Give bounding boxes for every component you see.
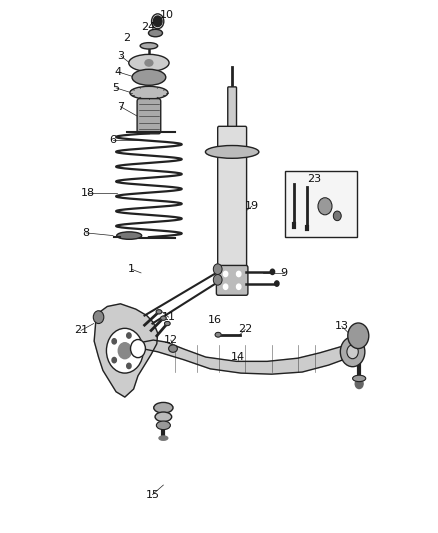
- Bar: [285, 171, 357, 237]
- Text: 15: 15: [145, 490, 159, 499]
- Text: 9: 9: [280, 269, 287, 278]
- Ellipse shape: [159, 436, 168, 440]
- Ellipse shape: [165, 321, 170, 325]
- Ellipse shape: [155, 413, 171, 421]
- Circle shape: [107, 329, 142, 372]
- Text: 11: 11: [162, 312, 176, 322]
- Text: 23: 23: [307, 174, 321, 183]
- Text: 6: 6: [110, 135, 117, 144]
- Ellipse shape: [157, 422, 170, 429]
- FancyBboxPatch shape: [218, 126, 247, 273]
- Circle shape: [94, 312, 103, 322]
- Ellipse shape: [353, 376, 365, 381]
- Ellipse shape: [156, 310, 162, 313]
- Text: 12: 12: [164, 335, 178, 345]
- Ellipse shape: [132, 70, 166, 85]
- Text: 10: 10: [159, 10, 173, 20]
- FancyBboxPatch shape: [228, 87, 237, 134]
- Ellipse shape: [169, 345, 177, 352]
- Ellipse shape: [145, 60, 153, 66]
- FancyBboxPatch shape: [216, 265, 248, 295]
- Circle shape: [127, 333, 131, 338]
- Circle shape: [347, 345, 358, 358]
- Circle shape: [355, 379, 363, 389]
- Text: 18: 18: [81, 188, 95, 198]
- Text: 22: 22: [238, 325, 252, 334]
- Circle shape: [237, 284, 241, 289]
- Text: 14: 14: [231, 352, 245, 362]
- Circle shape: [334, 212, 341, 220]
- Circle shape: [319, 199, 331, 214]
- Circle shape: [349, 324, 368, 348]
- Ellipse shape: [129, 55, 169, 71]
- Ellipse shape: [131, 87, 168, 99]
- Text: 24: 24: [141, 22, 155, 31]
- Ellipse shape: [161, 316, 166, 320]
- Circle shape: [214, 264, 222, 274]
- Circle shape: [237, 271, 241, 277]
- Text: 8: 8: [83, 228, 90, 238]
- Text: 13: 13: [335, 321, 349, 331]
- FancyBboxPatch shape: [137, 99, 161, 134]
- Ellipse shape: [117, 232, 141, 239]
- Text: 2: 2: [124, 34, 131, 43]
- Text: 3: 3: [117, 51, 124, 61]
- Text: 17: 17: [339, 353, 353, 363]
- Ellipse shape: [154, 403, 173, 413]
- Circle shape: [127, 364, 131, 369]
- Text: 16: 16: [208, 315, 222, 325]
- Text: 7: 7: [117, 102, 124, 111]
- Circle shape: [118, 343, 131, 359]
- Circle shape: [275, 281, 279, 286]
- Circle shape: [214, 275, 222, 285]
- Text: 21: 21: [74, 326, 88, 335]
- Text: 4: 4: [115, 67, 122, 77]
- Circle shape: [341, 338, 364, 366]
- Text: 19: 19: [245, 201, 259, 211]
- Polygon shape: [94, 304, 158, 397]
- Circle shape: [270, 269, 275, 274]
- Ellipse shape: [141, 43, 157, 49]
- Ellipse shape: [215, 333, 221, 337]
- Ellipse shape: [149, 30, 162, 36]
- Ellipse shape: [206, 146, 258, 158]
- Circle shape: [153, 16, 162, 27]
- Circle shape: [131, 340, 145, 357]
- Text: 1: 1: [128, 264, 135, 274]
- Text: 5: 5: [113, 83, 120, 93]
- Circle shape: [223, 284, 228, 289]
- Circle shape: [136, 348, 140, 353]
- Circle shape: [112, 358, 117, 363]
- Polygon shape: [135, 340, 355, 374]
- Circle shape: [223, 271, 228, 277]
- Circle shape: [112, 338, 117, 344]
